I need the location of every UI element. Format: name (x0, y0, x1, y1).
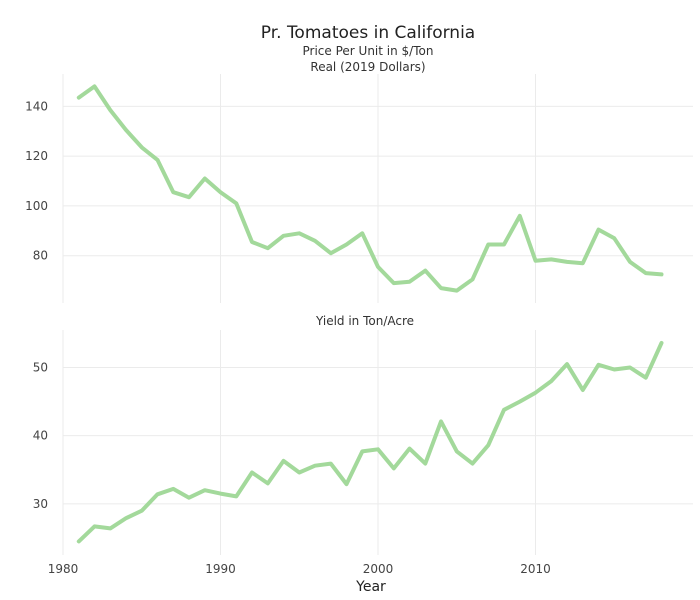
price-y-tick-label: 140 (25, 99, 48, 113)
x-tick-label: 2000 (363, 562, 394, 576)
chart-title: Pr. Tomatoes in California (261, 23, 475, 43)
price-y-tick-label: 80 (33, 249, 48, 263)
chart-subtitle-line2: Real (2019 Dollars) (310, 60, 425, 74)
yield-panel-title: Yield in Ton/Acre (315, 314, 414, 328)
x-axis: 1980 1990 2000 2010 (48, 562, 551, 576)
price-y-tick-label: 120 (25, 149, 48, 163)
x-axis-label: Year (355, 579, 386, 595)
x-tick-label: 1980 (48, 562, 79, 576)
price-series-line (76, 84, 664, 293)
price-y-tick-label: 100 (25, 199, 48, 213)
yield-panel: 30 40 50 (33, 330, 693, 555)
price-panel: 80 100 120 140 (25, 74, 693, 303)
yield-y-tick-label: 50 (33, 361, 48, 375)
yield-series-line (76, 341, 664, 544)
yield-y-tick-label: 40 (33, 429, 48, 443)
x-tick-label: 2010 (520, 562, 551, 576)
x-tick-label: 1990 (205, 562, 236, 576)
chart-subtitle-line1: Price Per Unit in $/Ton (303, 44, 434, 58)
yield-y-tick-label: 30 (33, 497, 48, 511)
